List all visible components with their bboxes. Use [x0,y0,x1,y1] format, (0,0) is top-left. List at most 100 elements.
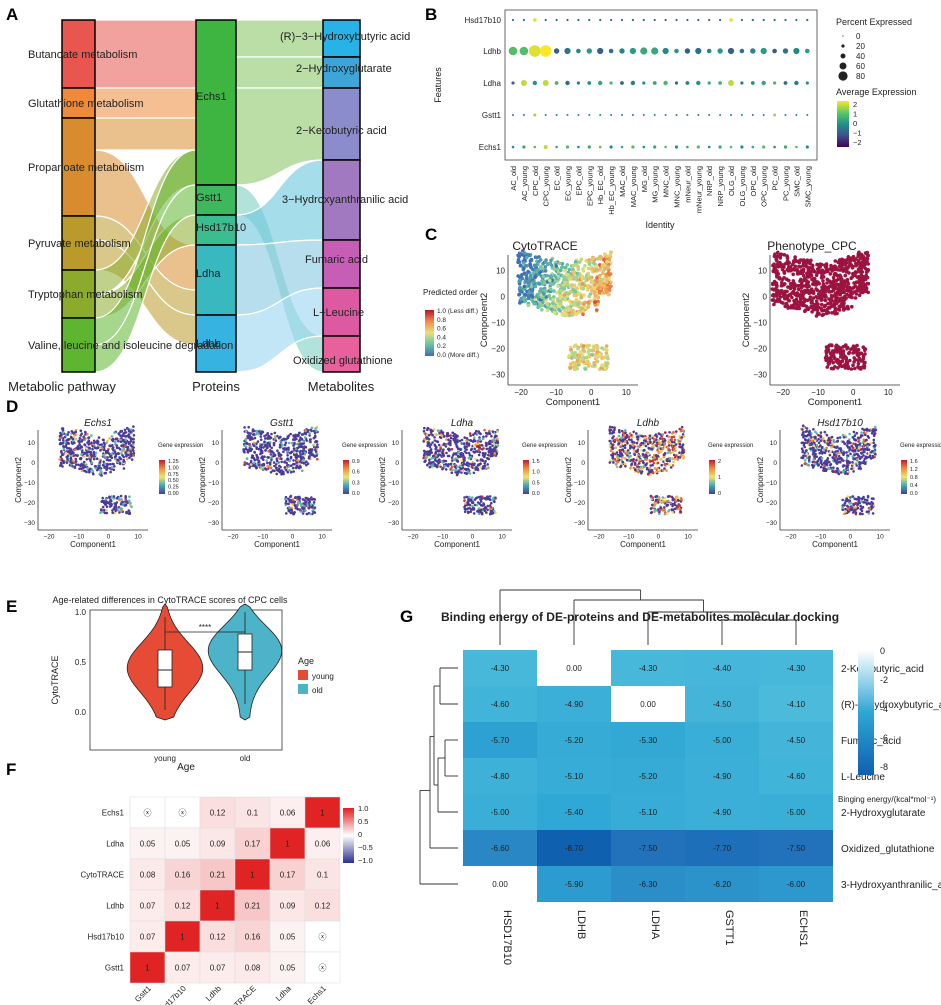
pathway-node-2 [61,117,96,217]
gene-2-pt-395 [426,444,429,448]
gene-3-pt-636 [631,443,635,446]
cytotrace-pt-783 [518,263,523,268]
dot-2-10 [620,81,624,85]
gene-3-pt-422 [635,432,638,435]
phenotype-pt-713 [856,261,860,266]
gene-1-pt-622 [298,431,301,435]
gene-3-pt-620 [635,458,638,462]
phenotype-pt-470 [833,309,837,314]
cytotrace-pt-823 [600,346,604,350]
gene-2-pt-401 [474,450,478,453]
gene-1-pt-496 [267,450,270,453]
phenotype-pt-831 [830,303,835,308]
identity-label-11: MAC_young [629,166,638,207]
phenotype-pt-853 [836,260,840,265]
gene-0-pt-259 [108,437,111,440]
phenotype-pt-619 [844,270,849,274]
phenotype-pt-896 [855,349,859,354]
gene-3-pt-581 [660,449,663,453]
cytotrace-pt-780 [572,300,577,305]
phenotype-pt-512 [815,288,820,293]
gene-1-xtick-3: 10 [318,534,326,541]
cytotrace-pt-634 [609,250,613,254]
gene-0-pt-619 [87,440,91,443]
gene-2-pt-416 [433,436,436,439]
gene-3-pt-547 [627,451,630,454]
gene-1-pt-366 [314,427,317,430]
gene-0-pt-574 [90,461,94,464]
phenotype-pt-708 [842,301,846,305]
phenotype-pt-645 [805,281,809,286]
phenotype-pt-823 [779,252,784,257]
dot-3-5 [566,114,569,116]
gene-2-pt-641 [455,445,459,449]
dot-0-2 [533,18,537,22]
gene-3-pt-494 [680,450,684,454]
gene-0-pt-388 [105,508,108,512]
gene-2-pt-501 [496,437,499,441]
phenotype-pt-876 [790,295,794,300]
gene-3-pt-417 [620,453,624,457]
dot-3-11 [631,114,634,116]
gene-3-pt-480 [609,428,613,432]
gene-0-xtick-2: 0 [107,534,111,541]
gene-0-pt-1 [110,435,114,438]
gene-1-pt-470 [308,500,312,504]
gene-2-pt-374 [468,432,472,435]
phenotype-pt-671 [844,296,848,301]
cytotrace-pt-871 [564,291,569,295]
gene-2-pt-601 [444,445,448,448]
gene-0-pt-550 [132,434,136,437]
cytotrace-pt-841 [587,276,592,281]
phenotype-pt-214 [793,255,797,259]
panel-label-a: A [6,5,18,24]
gene-1-pt-178 [275,472,279,476]
gene-2-pt-645 [456,454,460,458]
cytotrace-pt-681 [533,301,538,306]
gene-1-pt-434 [270,450,274,453]
gene-1-pt-617 [288,459,292,463]
gene-3-pt-423 [671,511,674,514]
gene-3-pt-565 [608,461,612,464]
gene-3-pt-523 [626,441,629,445]
identity-label-6: EPC_old [574,166,583,196]
gene-2-pt-596 [429,448,433,451]
gene-0-pt-391 [102,454,105,457]
gene-3-ytick-1: 0 [581,460,585,467]
cytotrace-pt-832 [601,363,606,368]
gene-0-pt-548 [131,443,135,446]
phenotype-pt-627 [793,264,798,269]
cytotrace-pt-896 [602,284,606,288]
cytotrace-pt-706 [606,266,610,270]
gene-2-pt-5 [487,466,490,470]
gene-2-pt-199 [428,458,431,462]
phenotype-pt-273 [853,357,857,362]
dot-2-6 [576,81,581,85]
phenotype-pt-790 [793,299,798,303]
gene-0-pt-507 [80,432,83,436]
cytotrace-pt-885 [575,271,580,276]
phenotype-pt-711 [839,259,843,264]
gene-1-pt-409 [296,501,300,505]
phenotype-pt-842 [857,352,861,357]
phenotype-pt-704 [802,303,807,308]
gene-2-pt-546 [465,439,468,443]
cytotrace-pt-773 [581,267,585,271]
cyto-legend-label-4: 0.2 [437,343,446,350]
gene-2-pt-232 [476,459,479,462]
dot-4-10 [620,145,624,149]
gene-0-pt-516 [102,438,105,442]
gene-2-pt-474 [471,501,474,505]
cytotrace-pt-814 [541,274,546,279]
gene-0-pt-524 [127,451,130,454]
gene-0-pt-641 [86,433,89,436]
gene-0-pt-451 [94,451,98,455]
gene-1-pt-558 [300,458,303,461]
gene-1-pt-644 [283,437,287,441]
gene-0-pt-557 [128,456,131,460]
dot-4-26 [795,145,798,149]
gene-2-pt-299 [434,433,437,436]
phenotype-pt-801 [837,308,842,312]
gene-0-pt-582 [60,457,63,461]
gene-3-pt-396 [630,436,634,439]
